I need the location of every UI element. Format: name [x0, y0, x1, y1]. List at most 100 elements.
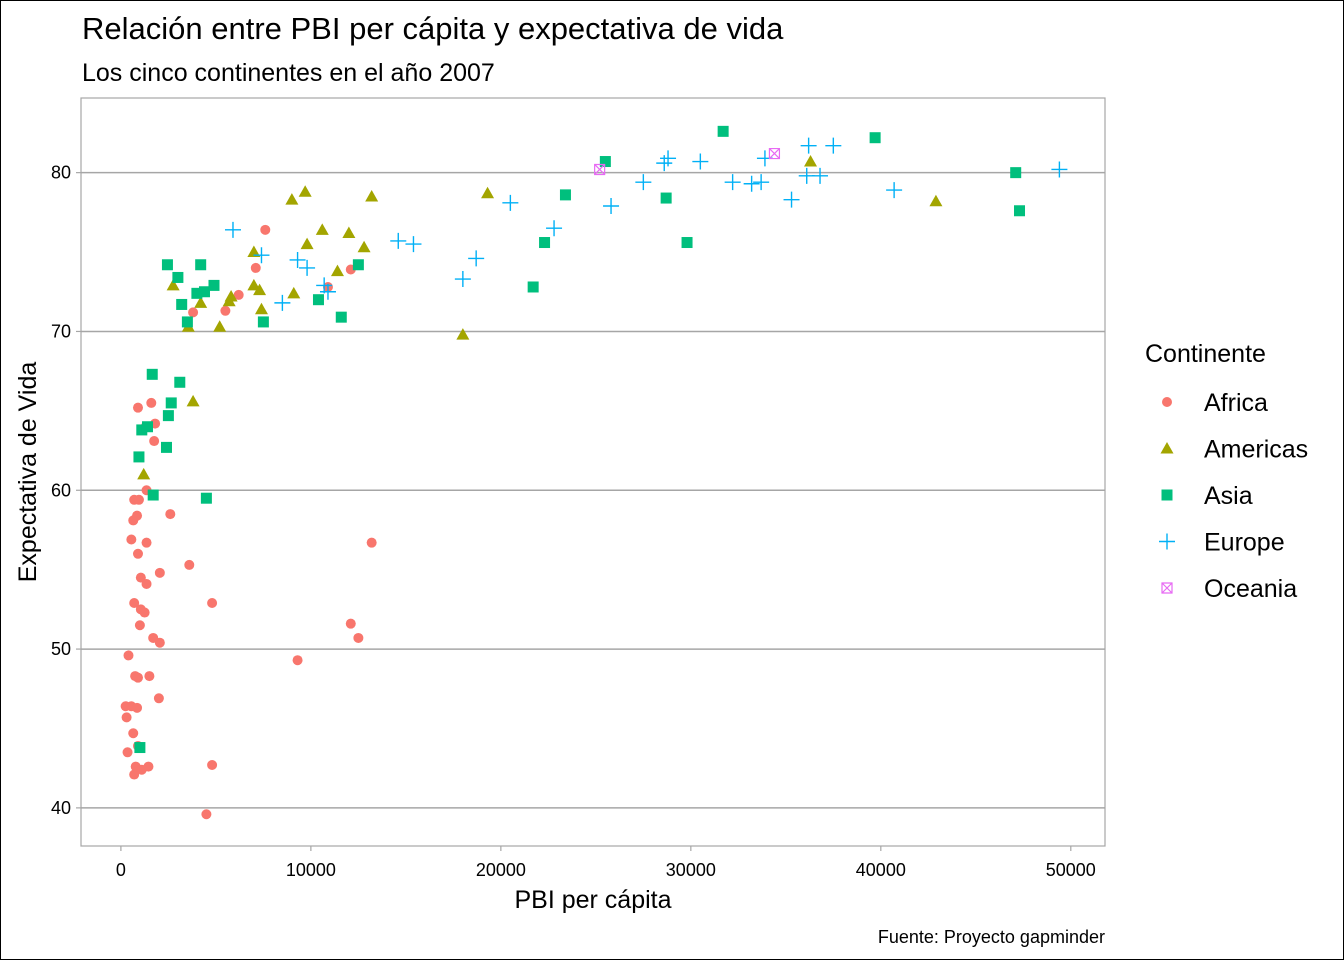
data-point-asia — [141, 421, 153, 433]
data-point-africa — [141, 537, 152, 548]
data-point-europe — [468, 250, 485, 267]
data-point-oceania — [594, 163, 606, 176]
data-point-europe — [289, 251, 306, 268]
data-point-africa — [132, 702, 143, 713]
data-point-americas — [253, 283, 267, 296]
data-point-europe — [635, 174, 652, 191]
y-tick-label: 70 — [51, 321, 71, 341]
data-point-americas — [285, 193, 299, 205]
legend-key-asia — [1161, 489, 1173, 501]
chart-title: Relación entre PBI per cápita y expectat… — [82, 11, 784, 46]
legend-label: Africa — [1204, 389, 1268, 417]
data-point-africa — [132, 548, 143, 559]
data-point-americas — [247, 278, 261, 291]
data-point-asia — [176, 298, 188, 310]
data-point-africa — [184, 559, 195, 570]
series-africa — [120, 224, 377, 820]
data-point-asia — [146, 368, 158, 380]
data-point-europe — [1051, 161, 1068, 178]
legend-item-asia: Asia — [1161, 482, 1253, 510]
legend-title: Continente — [1145, 340, 1266, 368]
data-point-americas — [481, 186, 495, 199]
data-point-europe — [224, 221, 241, 238]
data-point-europe — [274, 294, 291, 311]
x-tick-label: 0 — [116, 860, 126, 880]
data-point-europe — [390, 232, 407, 249]
series-europe — [224, 137, 1068, 311]
data-point-americas — [213, 320, 227, 332]
data-point-asia — [161, 259, 173, 271]
data-point-africa — [220, 305, 231, 316]
data-point-asia — [208, 279, 220, 291]
data-point-asia — [147, 489, 159, 501]
x-tick-label: 10000 — [286, 860, 336, 880]
data-point-africa — [353, 632, 364, 643]
data-point-asia — [172, 271, 184, 283]
y-tick-label: 40 — [51, 798, 71, 818]
data-point-africa — [366, 537, 377, 548]
data-point-asia — [869, 132, 881, 144]
data-point-europe — [316, 277, 333, 294]
data-point-asia — [174, 376, 186, 388]
y-tick-label: 50 — [51, 639, 71, 659]
data-point-europe — [692, 153, 709, 170]
data-point-africa — [260, 224, 271, 235]
data-point-africa — [188, 307, 199, 318]
data-point-oceania — [768, 147, 781, 160]
x-tick-label: 50000 — [1046, 860, 1096, 880]
chart-subtitle: Los cinco continentes en el año 2007 — [82, 59, 495, 87]
data-point-asia — [559, 189, 571, 201]
data-point-africa — [129, 769, 140, 780]
data-point-asia — [352, 259, 364, 271]
data-point-asia — [160, 441, 172, 453]
data-point-asia — [134, 742, 146, 754]
data-point-asia — [198, 286, 210, 298]
x-tick-label: 40000 — [856, 860, 906, 880]
data-points — [120, 125, 1068, 820]
data-point-africa — [126, 534, 137, 545]
legend-label: Asia — [1204, 482, 1253, 510]
data-point-americas — [357, 240, 371, 253]
data-point-europe — [454, 271, 471, 288]
data-point-africa — [292, 655, 303, 666]
data-point-americas — [137, 467, 151, 480]
data-point-asia — [1010, 167, 1022, 179]
plot-panel-border — [80, 97, 1106, 847]
data-point-americas — [315, 223, 329, 235]
data-point-africa — [132, 402, 143, 413]
legend-item-africa: Africa — [1162, 389, 1268, 417]
data-point-africa — [135, 572, 146, 583]
data-point-europe — [783, 191, 800, 208]
data-point-asia — [717, 125, 729, 137]
data-point-africa — [154, 567, 165, 578]
data-point-asia — [599, 156, 611, 168]
data-point-americas — [330, 264, 344, 277]
data-point-africa — [121, 712, 132, 723]
data-point-africa — [143, 761, 154, 772]
legend-key-europe — [1159, 533, 1175, 550]
data-point-americas — [456, 328, 470, 340]
legend-label: Americas — [1204, 436, 1308, 464]
data-point-africa — [201, 809, 212, 820]
data-point-americas — [222, 294, 236, 307]
data-point-asia — [539, 237, 551, 249]
data-point-europe — [743, 175, 760, 192]
data-point-africa — [146, 397, 157, 408]
data-point-europe — [753, 174, 770, 191]
data-point-asia — [191, 287, 203, 299]
data-point-africa — [123, 650, 134, 661]
data-point-americas — [247, 245, 261, 258]
data-point-asia — [335, 311, 347, 323]
grid-lines — [81, 171, 1105, 809]
data-point-asia — [200, 492, 212, 504]
data-point-europe — [886, 182, 903, 199]
data-point-asia — [527, 281, 539, 293]
data-point-americas — [186, 394, 200, 407]
data-point-africa — [233, 289, 244, 300]
data-point-africa — [132, 672, 143, 683]
data-point-europe — [812, 167, 829, 184]
data-point-americas — [298, 185, 312, 197]
y-axis: 40 50 60 70 80 — [51, 163, 81, 818]
legend-label: Europe — [1204, 529, 1285, 557]
